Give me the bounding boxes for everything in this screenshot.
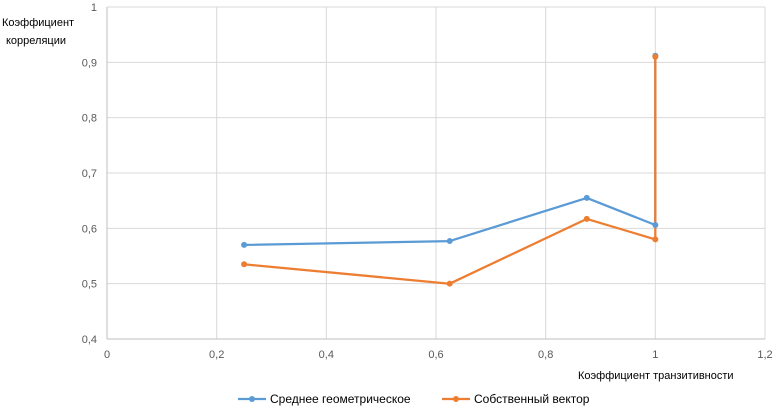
x-tick-label: 1	[652, 349, 658, 361]
x-tick-label: 0,8	[538, 349, 553, 361]
x-tick-label: 1,2	[757, 349, 772, 361]
legend-label-series-1: Среднее геометрическое	[270, 392, 411, 406]
data-point-series-2	[446, 280, 453, 287]
legend-marker-series-2	[453, 396, 459, 402]
y-tick-label: 0,6	[82, 223, 97, 235]
data-point-series-2	[241, 261, 248, 268]
data-point-series-2	[652, 53, 659, 60]
y-axis-title-line-2: корреляции	[6, 35, 66, 47]
data-point-series-2	[583, 215, 590, 222]
legend-label-series-2: Собственный вектор	[474, 392, 590, 406]
y-tick-label: 0,7	[82, 168, 97, 180]
y-axis-title-line-1: Коэффициент	[2, 17, 74, 29]
series-line-1	[242, 54, 657, 247]
legend-marker-series-1	[249, 396, 255, 402]
x-tick-label: 0,2	[209, 349, 224, 361]
legend-item-series-2: Собственный вектор	[442, 392, 590, 406]
series-line-2	[242, 55, 657, 285]
x-tick-label: 0,4	[319, 349, 334, 361]
data-point-series-1	[652, 222, 659, 229]
x-axis-title: Коэффициент транзитивности	[578, 370, 734, 382]
data-points	[241, 52, 659, 287]
x-tick-labels: 0 0,2 0,4 0,6 0,8 1 1,2	[104, 349, 773, 361]
series-lines	[242, 54, 657, 285]
data-point-series-2	[652, 236, 659, 243]
y-tick-label: 0,5	[82, 279, 97, 291]
data-point-series-1	[241, 241, 248, 248]
legend: Среднее геометрическое Собственный векто…	[238, 392, 590, 406]
data-point-series-1	[583, 194, 590, 201]
y-tick-label: 0,8	[82, 113, 97, 125]
grid-lines	[107, 6, 766, 339]
y-tick-label: 1	[91, 2, 97, 14]
axes	[106, 7, 765, 340]
x-tick-label: 0,6	[428, 349, 443, 361]
legend-item-series-1: Среднее геометрическое	[238, 392, 411, 406]
y-tick-label: 0,4	[82, 334, 97, 346]
y-tick-label: 0,9	[82, 57, 97, 69]
x-tick-label: 0	[104, 349, 110, 361]
data-point-series-1	[446, 238, 453, 245]
y-tick-labels: 0,4 0,5 0,6 0,7 0,8 0,9 1	[82, 2, 97, 346]
